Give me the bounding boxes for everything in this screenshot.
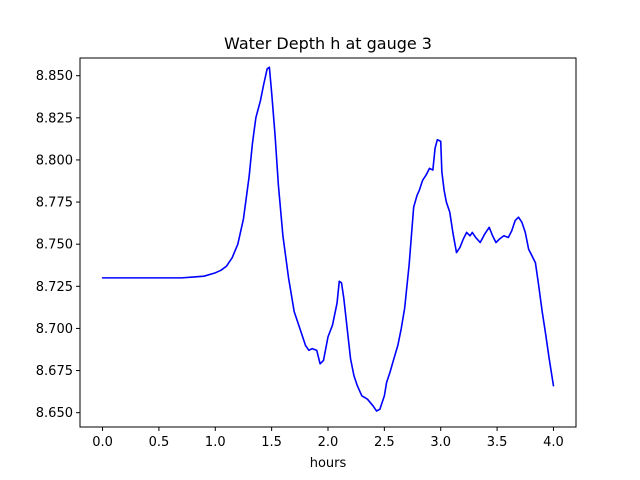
x-tick-label: 2.0 [318,435,339,450]
x-tick-label: 1.0 [205,435,226,450]
x-tick-label: 4.0 [543,435,564,450]
y-axis-ticks: 8.650 8.675 8.700 8.725 8.750 8.775 8.800 8.825… [36,69,80,421]
x-tick-label: 0.5 [149,435,170,450]
x-axis-label: hours [310,456,347,471]
axes-frame [79,57,577,428]
y-tick-label: 8.725 [36,280,73,295]
chart-title: Water Depth h at gauge 3 [224,34,432,53]
x-axis-ticks: 0.0 0.5 1.0 1.5 2.0 2.5 3.0 3.5 4.0 [92,427,564,450]
y-tick-label: 8.650 [36,406,73,421]
series-line [101,66,555,412]
y-tick-label: 8.675 [36,364,73,379]
x-tick-label: 0.0 [92,435,113,450]
y-tick-label: 8.750 [36,238,73,253]
x-tick-label: 1.5 [261,435,282,450]
y-tick-label: 8.775 [36,196,73,211]
y-tick-label: 8.800 [36,153,73,168]
y-tick-label: 8.825 [36,111,73,126]
y-tick-label: 8.700 [36,322,73,337]
x-tick-label: 3.5 [487,435,508,450]
series-lines [101,66,555,412]
x-tick-label: 3.0 [430,435,451,450]
x-tick-label: 2.5 [374,435,395,450]
y-tick-label: 8.850 [36,69,73,84]
